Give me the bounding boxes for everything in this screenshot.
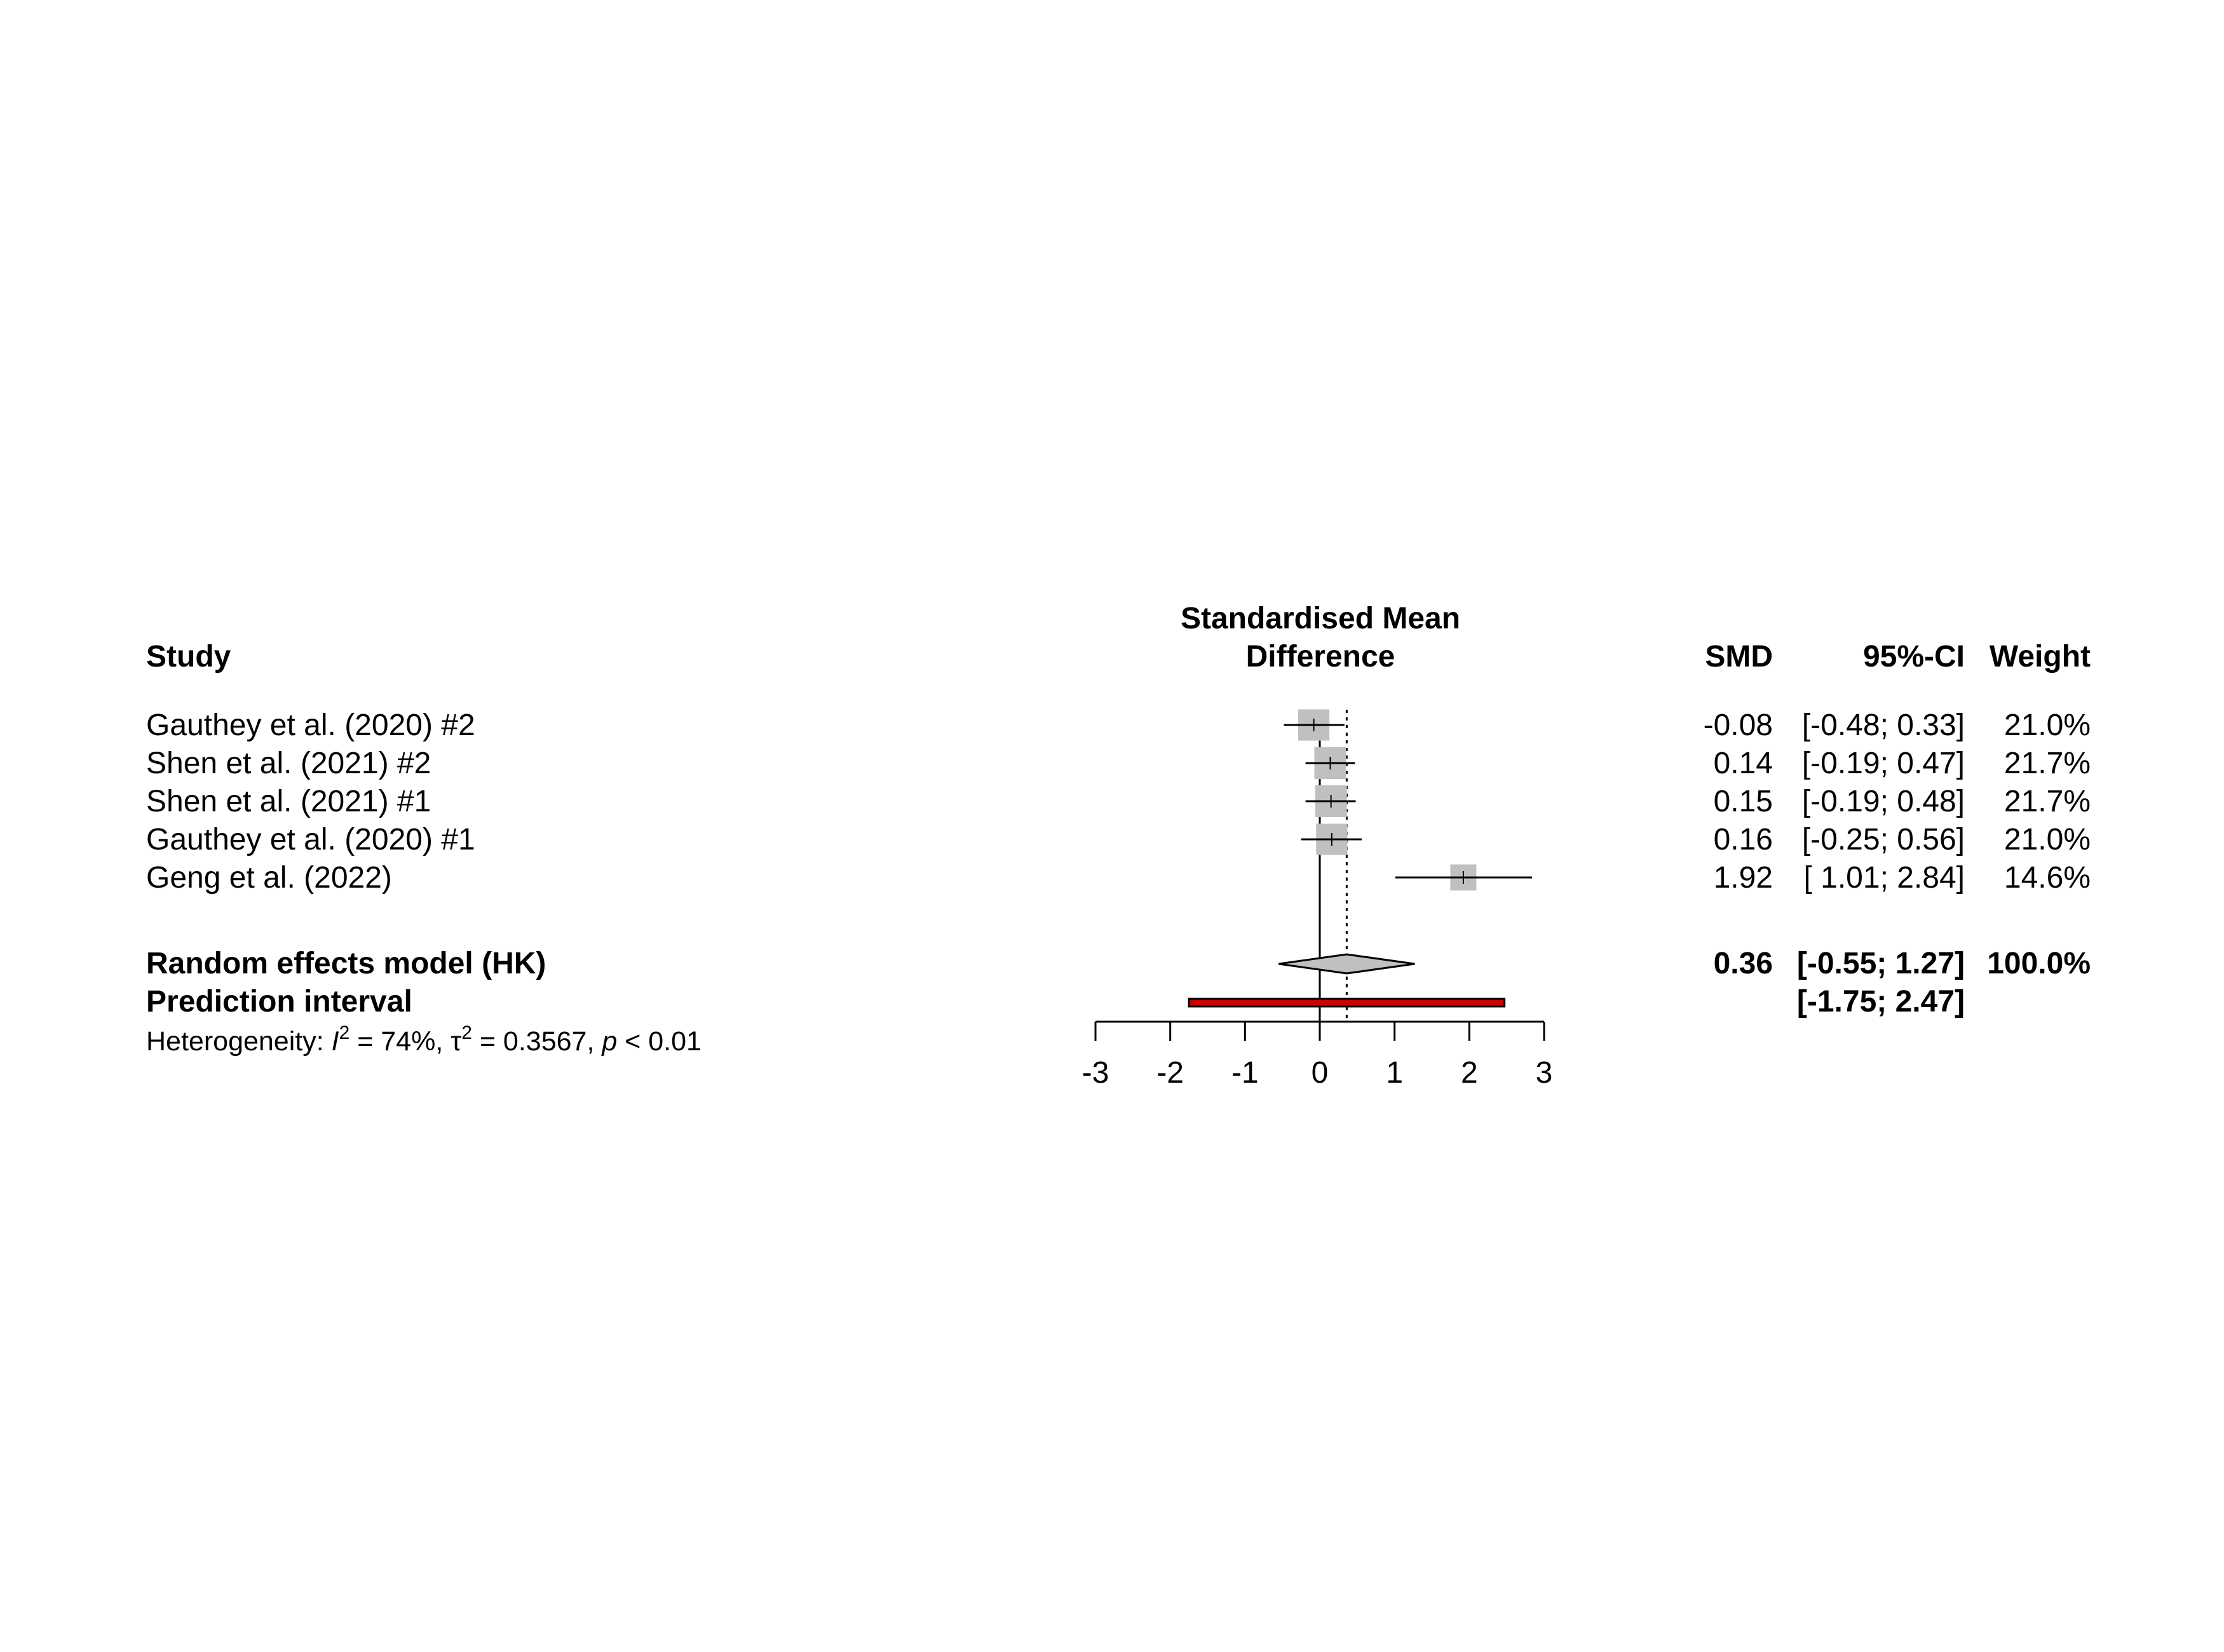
study-weight: 14.6% (2004, 861, 2091, 895)
study-weight: 21.0% (2004, 708, 2091, 742)
summary-ci: [-0.55; 1.27] (1797, 947, 1965, 980)
study-smd: 1.92 (1714, 861, 1773, 895)
study-label: Shen et al. (2021) #1 (146, 785, 431, 818)
study-ci: [-0.25; 0.56] (1802, 823, 1965, 856)
prediction-label: Prediction interval (146, 985, 412, 1019)
summary-label: Random effects model (HK) (146, 947, 546, 980)
summary-smd: 0.36 (1714, 947, 1773, 980)
study-smd: 0.14 (1714, 747, 1773, 780)
x-axis: -3 -2 -1 0 1 2 3 (1082, 1020, 1553, 1090)
prediction-interval-bar (1188, 998, 1506, 1008)
study-ci: [-0.48; 0.33] (1802, 708, 1965, 742)
study-ci: [-0.19; 0.47] (1802, 747, 1965, 780)
weight-column-header: Weight (1990, 640, 2091, 674)
x-tick-label: -3 (1082, 1056, 1109, 1090)
x-tick-label: -1 (1231, 1056, 1259, 1090)
study-smd: 0.15 (1714, 785, 1773, 818)
plot-title-line-2: Difference (1246, 640, 1395, 674)
x-tick-label: 2 (1461, 1056, 1478, 1090)
summary-weight: 100.0% (1987, 947, 2091, 980)
x-tick-label: -2 (1156, 1056, 1184, 1090)
x-tick-label: 0 (1312, 1056, 1329, 1090)
prediction-ci: [-1.75; 2.47] (1797, 985, 1965, 1019)
study-column-header: Study (146, 640, 231, 674)
plot-title-line-1: Standardised Mean (1181, 602, 1460, 635)
heterogeneity-text: Heterogeneity: I2 = 74%, τ2 = 0.3567, p … (146, 1022, 702, 1057)
study-label: Gauthey et al. (2020) #2 (146, 708, 475, 742)
study-label: Shen et al. (2021) #2 (146, 747, 431, 780)
study-smd: -0.08 (1704, 708, 1773, 742)
study-ci: [-0.19; 0.48] (1802, 785, 1965, 818)
smd-column-header: SMD (1705, 640, 1773, 674)
ci-column-header: 95%-CI (1863, 640, 1965, 674)
study-weight: 21.7% (2004, 747, 2091, 780)
study-rows: Gauthey et al. (2020) #2 -0.08 [-0.48; 0.3… (146, 708, 2091, 895)
study-label: Gauthey et al. (2020) #1 (146, 823, 475, 856)
study-label: Geng et al. (2022) (146, 861, 392, 895)
summary-diamond (1278, 953, 1415, 975)
x-tick-label: 3 (1536, 1056, 1553, 1090)
study-weight: 21.0% (2004, 823, 2091, 856)
x-tick-label: 1 (1386, 1056, 1403, 1090)
plot-area (1188, 709, 1533, 1022)
study-weight: 21.7% (2004, 785, 2091, 818)
study-smd: 0.16 (1714, 823, 1773, 856)
study-ci: [ 1.01; 2.84] (1803, 861, 1965, 895)
